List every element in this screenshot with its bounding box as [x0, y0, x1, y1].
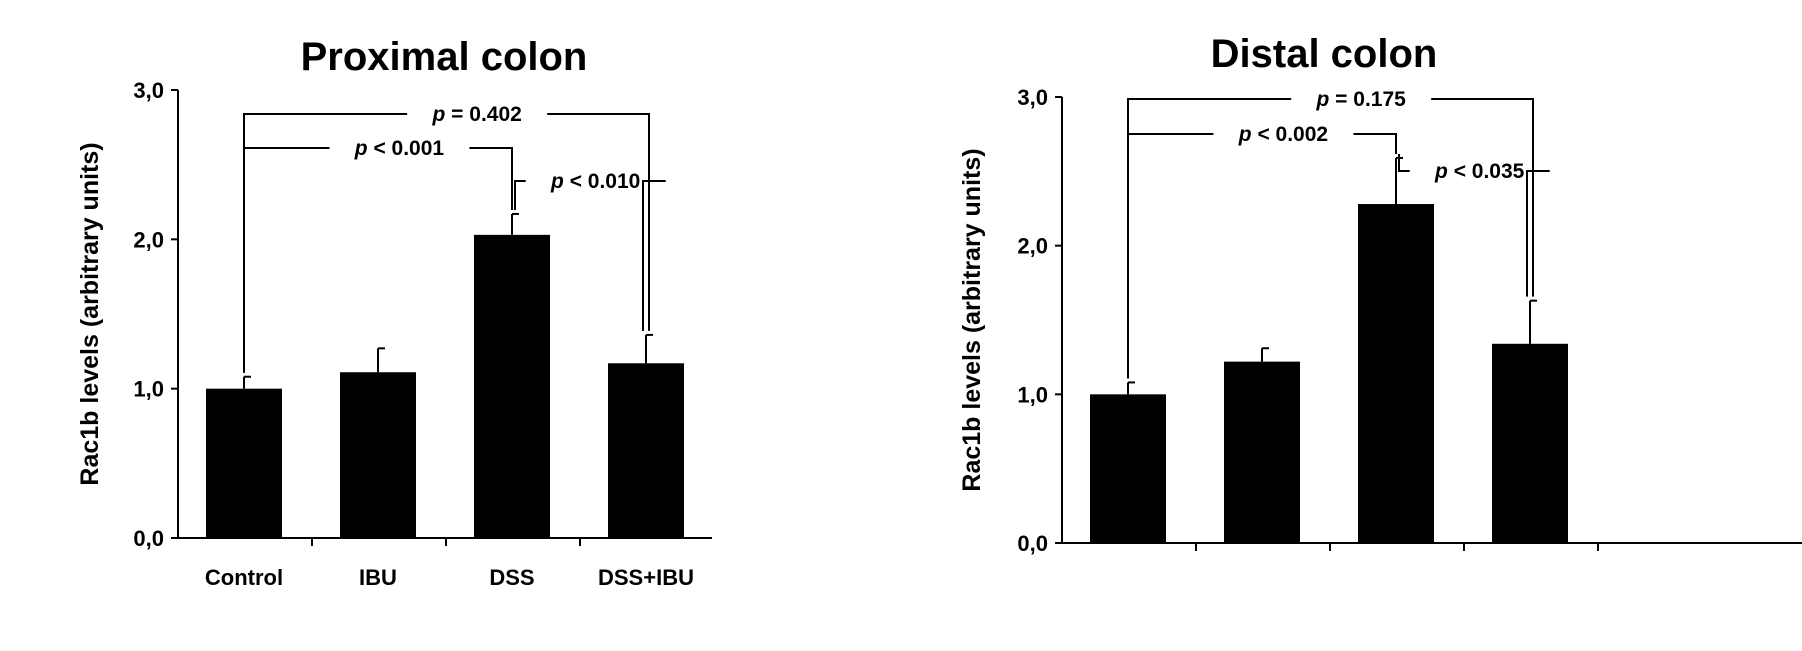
x-tick-label: DSS: [489, 565, 534, 590]
significance-bracket: [1127, 133, 1397, 379]
chart-distal-colon: Distal colon Rac1b levels (arbitrary unit…: [958, 32, 1802, 556]
significance-label: p = 0.175: [1316, 88, 1407, 111]
bar: [206, 388, 282, 538]
significance-label: p < 0.002: [1238, 123, 1328, 146]
y-tick-label: 2,0: [1017, 234, 1048, 259]
y-tick-label: 3,0: [1017, 85, 1048, 110]
significance-label: p < 0.010: [550, 170, 640, 193]
significance-label: p < 0.035: [1434, 160, 1525, 183]
x-tick-label: DSS+IBU: [598, 565, 694, 590]
bar: [608, 363, 684, 538]
y-tick-label: 0,0: [1017, 531, 1048, 556]
chart-title: Distal colon: [1211, 32, 1438, 76]
y-tick-label: 1,0: [1017, 382, 1048, 407]
y-axis-label: Rac1b levels (arbitrary units): [958, 148, 986, 491]
significance-bracket: [243, 113, 650, 373]
x-tick-label: Control: [205, 565, 283, 590]
bar: [1090, 394, 1166, 543]
bar: [474, 234, 550, 538]
y-tick-label: 1,0: [133, 377, 164, 402]
significance-bracket: [1398, 153, 1550, 297]
bar: [1492, 343, 1568, 543]
bar: [1224, 361, 1300, 543]
significance-label: p < 0.001: [354, 137, 445, 160]
y-axis-label: Rac1b levels (arbitrary units): [76, 142, 104, 485]
chart-proximal-colon: Proximal colon Rac1b levels (arbitrary un…: [76, 35, 712, 590]
y-tick-label: 3,0: [133, 78, 164, 103]
significance-bracket: [243, 147, 513, 373]
bar: [1358, 204, 1434, 544]
significance-bracket: [514, 180, 666, 331]
significance-bracket: [1127, 98, 1534, 379]
chart-title: Proximal colon: [301, 35, 588, 79]
significance-label: p = 0.402: [432, 103, 522, 126]
y-tick-label: 0,0: [133, 526, 164, 551]
x-tick-label: IBU: [359, 565, 397, 590]
bar: [340, 372, 416, 538]
y-tick-label: 2,0: [133, 227, 164, 252]
